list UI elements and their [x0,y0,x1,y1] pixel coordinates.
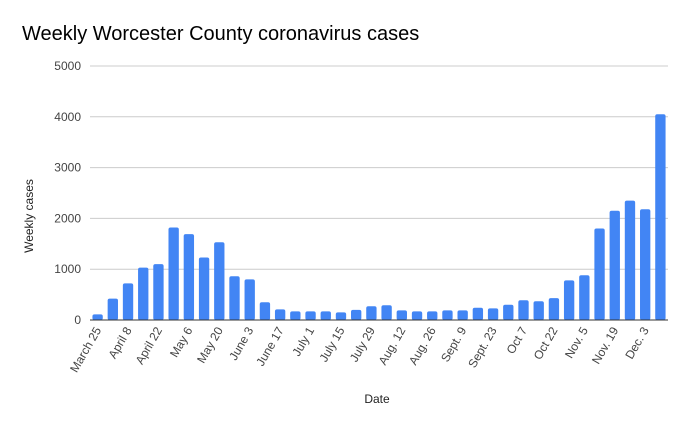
y-axis-ticks: 0 1000 2000 3000 4000 5000 [54,59,81,327]
bar [107,298,118,320]
bar [351,309,362,320]
x-tick-label: May 6 [167,324,196,360]
bar [198,257,210,320]
bar [305,311,316,320]
x-tick-label: June 3 [226,324,256,362]
bar [168,227,179,320]
bar [259,302,271,320]
bar [411,311,423,320]
y-axis-label: Weekly cases [22,179,36,253]
bar [244,279,255,320]
bar [594,228,605,320]
x-tick-label: Oct 7 [504,324,531,356]
bar [609,210,620,320]
x-tick-label: May 20 [194,324,226,365]
bar [487,308,499,320]
bar [472,307,484,320]
bar [229,276,240,320]
bar [518,300,529,320]
x-tick-label: Nov. 19 [589,324,622,366]
x-tick-label: Dec. 3 [622,324,652,361]
x-tick-label: July 15 [316,324,347,364]
bar [655,114,666,320]
x-tick-label: Nov. 5 [562,324,591,361]
x-tick-label: Sept. 9 [438,324,469,364]
bar [548,298,560,320]
x-tick-label: Sept. 23 [465,324,500,370]
x-tick-label: June 17 [253,324,287,368]
bar [563,280,575,320]
x-tick-label: April 22 [133,324,166,367]
bar [122,283,134,320]
x-tick-label: Aug. 26 [406,324,439,367]
x-tick-label: March 25 [67,324,104,375]
x-tick-label: July 29 [347,324,378,364]
bar [335,312,347,320]
bar [138,267,149,320]
y-tick-label: 5000 [54,59,81,73]
bar [427,311,438,320]
x-tick-label: July 1 [289,324,317,358]
bar [92,314,103,320]
bar [274,309,286,320]
bar [457,310,468,320]
bar [533,301,544,320]
x-tick-label: Aug. 12 [376,324,409,367]
y-tick-label: 2000 [54,211,81,225]
bar [579,275,590,320]
y-tick-label: 1000 [54,262,81,276]
x-tick-label: Oct 22 [531,324,561,362]
x-axis-label: Date [364,392,390,406]
bar [640,209,651,320]
bar [396,310,407,320]
bar [183,234,195,320]
y-tick-label: 3000 [54,161,81,175]
x-tick-label: April 8 [105,324,134,361]
bar [442,310,453,320]
y-tick-label: 0 [74,313,81,327]
chart-title: Weekly Worcester County coronavirus case… [22,23,419,45]
bar [153,264,164,320]
bar [320,311,331,320]
bar [503,304,514,320]
gridlines [90,65,668,270]
bar [381,305,392,320]
bars [92,114,666,320]
bar [214,242,225,320]
bar [366,306,377,320]
bar [290,311,301,320]
y-tick-label: 4000 [54,110,81,124]
bar [624,200,636,320]
